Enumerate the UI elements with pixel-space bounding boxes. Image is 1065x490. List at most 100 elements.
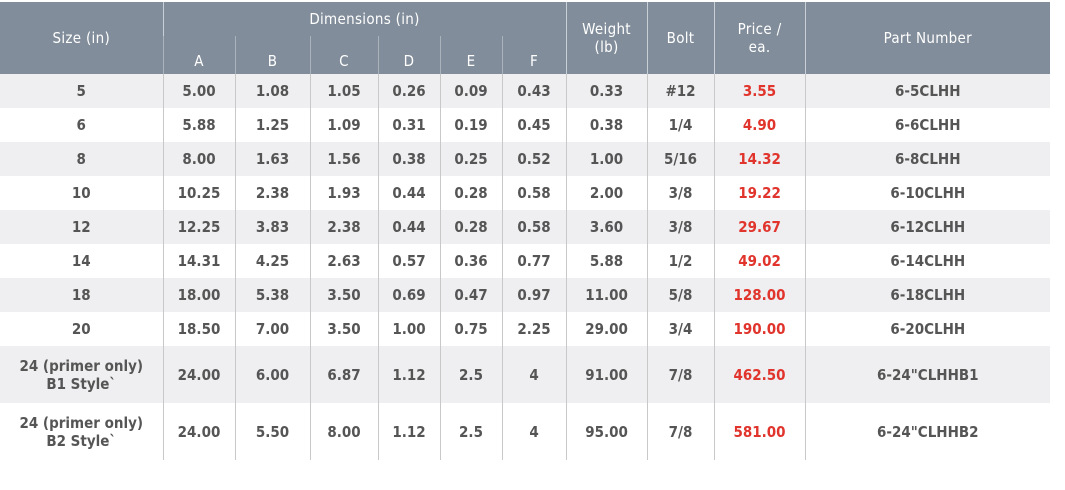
cell-dim-b: 6.00 (234, 346, 310, 403)
cell-dim-c: 2.38 (309, 210, 378, 244)
cell-dim-d: 0.38 (377, 142, 440, 176)
cell-weight: 11.00 (565, 278, 648, 312)
size-line: 24 (primer only) (19, 413, 144, 432)
cell-dim-d: 1.12 (377, 346, 440, 403)
header-dim-c: C (309, 36, 378, 74)
cell-dim-d: 1.12 (377, 403, 440, 460)
size-line: 6 (76, 116, 86, 134)
cell-dim-d: 0.26 (377, 74, 440, 108)
cell-dim-f: 0.52 (501, 142, 567, 176)
cell-dim-d: 1.00 (377, 312, 440, 346)
cell-bolt: 7/8 (646, 346, 715, 403)
table-row: 10 10.25 2.38 1.93 0.44 0.28 0.58 2.00 3/8 19.22 6… (0, 176, 1051, 210)
table-row: 24 (primer only) B2 Style` 24.00 5.50 8.00 1.… (0, 403, 1051, 460)
table-body: 5 5.00 1.08 1.05 0.26 0.09 0.43 0.33 #12 3.55 6-5C… (0, 74, 1051, 460)
cell-size: 6 (0, 108, 163, 142)
cell-dim-c: 3.50 (309, 278, 378, 312)
cell-dim-f: 4 (501, 403, 567, 460)
cell-dim-c: 3.50 (309, 312, 378, 346)
cell-part-number: 6-12CLHH (804, 210, 1051, 244)
cell-dim-b: 1.63 (234, 142, 310, 176)
table-row: 12 12.25 3.83 2.38 0.44 0.28 0.58 3.60 3/8 29.67 6… (0, 210, 1051, 244)
cell-dim-e: 0.75 (439, 312, 502, 346)
cell-dim-b: 5.50 (234, 403, 310, 460)
cell-price: 4.90 (713, 108, 806, 142)
header-dimensions: Dimensions (in) (162, 2, 567, 36)
header-bolt: Bolt (646, 2, 715, 74)
cell-dim-c: 1.09 (309, 108, 378, 142)
table-row: 5 5.00 1.08 1.05 0.26 0.09 0.43 0.33 #12 3.55 6-5C… (0, 74, 1051, 108)
cell-dim-a: 18.00 (162, 278, 235, 312)
cell-weight: 5.88 (565, 244, 648, 278)
cell-dim-a: 5.00 (162, 74, 235, 108)
cell-weight: 29.00 (565, 312, 648, 346)
cell-dim-c: 1.56 (309, 142, 378, 176)
cell-dim-f: 0.43 (501, 74, 567, 108)
cell-dim-b: 2.38 (234, 176, 310, 210)
cell-part-number: 6-6CLHH (804, 108, 1051, 142)
cell-bolt: 3/4 (646, 312, 715, 346)
header-dim-a: A (162, 36, 235, 74)
header-weight-line2: (lb) (594, 38, 619, 56)
cell-dim-b: 4.25 (234, 244, 310, 278)
cell-price: 19.22 (713, 176, 806, 210)
cell-dim-e: 0.36 (439, 244, 502, 278)
price-table: Size (in) Dimensions (in) Weight (lb) Bol… (0, 2, 1051, 460)
cell-part-number: 6-14CLHH (804, 244, 1051, 278)
cell-part-number: 6-24"CLHHB1 (804, 346, 1051, 403)
cell-weight: 95.00 (565, 403, 648, 460)
cell-dim-b: 1.08 (234, 74, 310, 108)
cell-size: 10 (0, 176, 163, 210)
cell-dim-f: 2.25 (501, 312, 567, 346)
size-line: 20 (71, 320, 91, 338)
cell-dim-d: 0.44 (377, 210, 440, 244)
cell-size: 12 (0, 210, 163, 244)
cell-bolt: 1/2 (646, 244, 715, 278)
cell-dim-d: 0.44 (377, 176, 440, 210)
cell-dim-a: 24.00 (162, 346, 235, 403)
cell-dim-d: 0.31 (377, 108, 440, 142)
table-row: 8 8.00 1.63 1.56 0.38 0.25 0.52 1.00 5/16 14.32 6-… (0, 142, 1051, 176)
cell-dim-f: 0.45 (501, 108, 567, 142)
header-price-line2: ea. (748, 38, 771, 56)
cell-weight: 1.00 (565, 142, 648, 176)
table-row: 18 18.00 5.38 3.50 0.69 0.47 0.97 11.00 5/8 128.0… (0, 278, 1051, 312)
cell-price: 14.32 (713, 142, 806, 176)
cell-weight: 0.33 (565, 74, 648, 108)
cell-dim-b: 5.38 (234, 278, 310, 312)
cell-size: 18 (0, 278, 163, 312)
cell-bolt: 1/4 (646, 108, 715, 142)
cell-dim-e: 2.5 (439, 346, 502, 403)
table-header: Size (in) Dimensions (in) Weight (lb) Bol… (0, 2, 1051, 74)
table-row: 6 5.88 1.25 1.09 0.31 0.19 0.45 0.38 1/4 4.90 6-6C… (0, 108, 1051, 142)
cell-dim-e: 0.47 (439, 278, 502, 312)
header-price: Price / ea. (713, 2, 806, 74)
cell-part-number: 6-20CLHH (804, 312, 1051, 346)
cell-dim-a: 5.88 (162, 108, 235, 142)
cell-dim-a: 10.25 (162, 176, 235, 210)
cell-price: 3.55 (713, 74, 806, 108)
cell-dim-a: 24.00 (162, 403, 235, 460)
cell-dim-b: 1.25 (234, 108, 310, 142)
cell-dim-c: 1.93 (309, 176, 378, 210)
cell-dim-e: 2.5 (439, 403, 502, 460)
size-line: 18 (71, 286, 91, 304)
header-price-line1: Price / (737, 20, 782, 38)
cell-dim-f: 0.58 (501, 210, 567, 244)
cell-price: 128.00 (713, 278, 806, 312)
table-row: 24 (primer only) B1 Style` 24.00 6.00 6.87 1.… (0, 346, 1051, 403)
header-dim-d: D (377, 36, 440, 74)
cell-part-number: 6-5CLHH (804, 74, 1051, 108)
cell-dim-c: 6.87 (309, 346, 378, 403)
size-line: 5 (76, 82, 86, 100)
cell-price: 29.67 (713, 210, 806, 244)
cell-dim-a: 12.25 (162, 210, 235, 244)
cell-dim-b: 3.83 (234, 210, 310, 244)
cell-size: 24 (primer only) B1 Style` (0, 346, 163, 403)
cell-size: 5 (0, 74, 163, 108)
cell-dim-f: 0.77 (501, 244, 567, 278)
cell-weight: 2.00 (565, 176, 648, 210)
cell-weight: 3.60 (565, 210, 648, 244)
header-dim-f: F (501, 36, 567, 74)
header-dim-e: E (439, 36, 502, 74)
